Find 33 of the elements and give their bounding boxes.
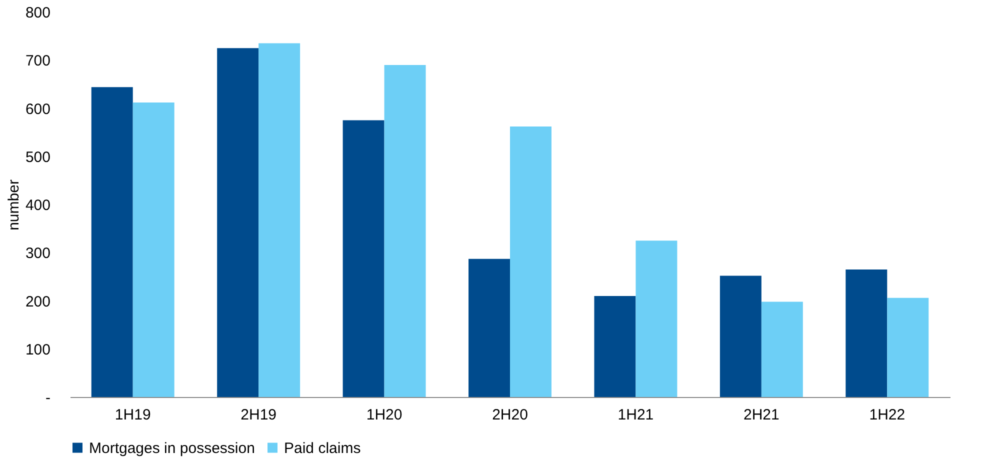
y-tick-label: 800	[25, 4, 50, 22]
bar	[132, 102, 174, 397]
y-tick-label: -	[46, 390, 50, 406]
bar	[636, 240, 678, 397]
x-tick-label: 1H22	[869, 406, 906, 424]
bar	[887, 298, 929, 397]
y-tick-label: 300	[25, 245, 50, 262]
x-tick-label: 1H21	[618, 406, 654, 424]
x-tick-label: 1H20	[366, 406, 402, 424]
bar	[217, 48, 259, 397]
y-tick-label: 200	[25, 293, 50, 310]
legend-label: Mortgages in possession	[89, 440, 255, 457]
y-tick-label: 600	[25, 100, 50, 118]
x-tick-label: 2H21	[744, 406, 780, 424]
x-tick-label: 1H19	[114, 406, 151, 424]
bar	[720, 276, 762, 397]
bar	[510, 126, 552, 397]
y-axis-title: number	[5, 180, 22, 230]
y-tick-label: 400	[25, 197, 50, 214]
bar	[342, 120, 384, 397]
x-tick-label: 2H19	[240, 406, 276, 424]
y-tick-label: 100	[25, 341, 50, 358]
legend-label: Paid claims	[284, 440, 361, 457]
bar	[594, 296, 636, 397]
bar	[468, 258, 510, 397]
bar	[846, 269, 888, 397]
bar	[384, 64, 426, 397]
bar	[258, 43, 300, 397]
bar	[91, 87, 133, 397]
bar	[761, 302, 803, 397]
y-tick-label: 500	[25, 148, 50, 166]
x-tick-label: 2H20	[492, 406, 528, 424]
y-tick-label: 700	[25, 52, 50, 70]
